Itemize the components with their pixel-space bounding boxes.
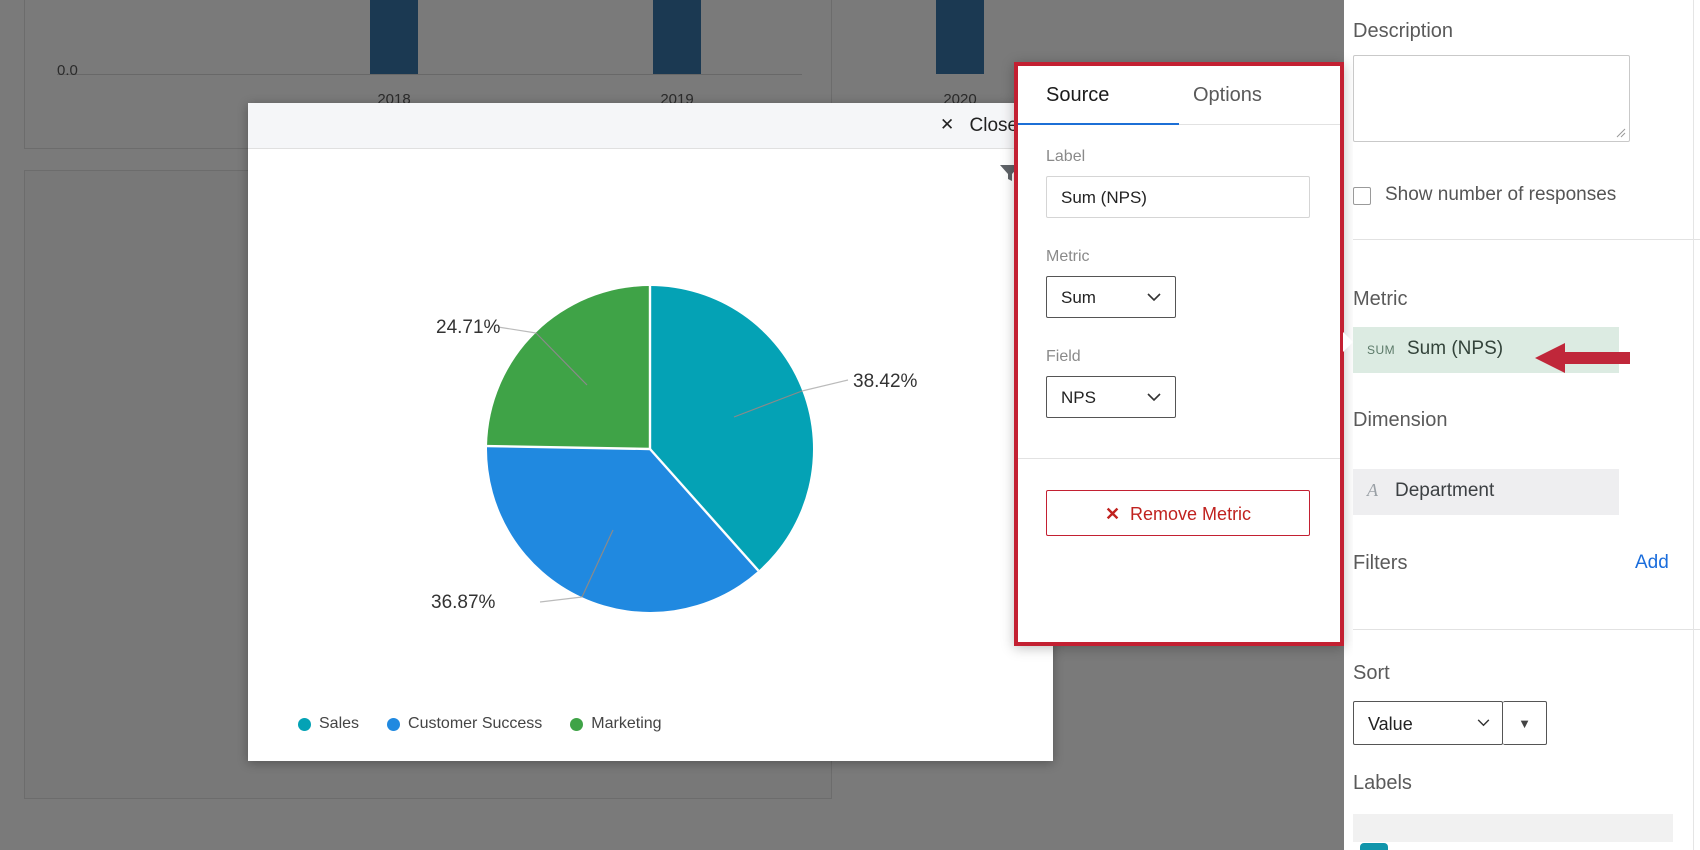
svg-text:38.42%: 38.42% xyxy=(853,371,918,392)
svg-text:36.87%: 36.87% xyxy=(431,592,496,613)
svg-text:24.71%: 24.71% xyxy=(436,317,501,338)
